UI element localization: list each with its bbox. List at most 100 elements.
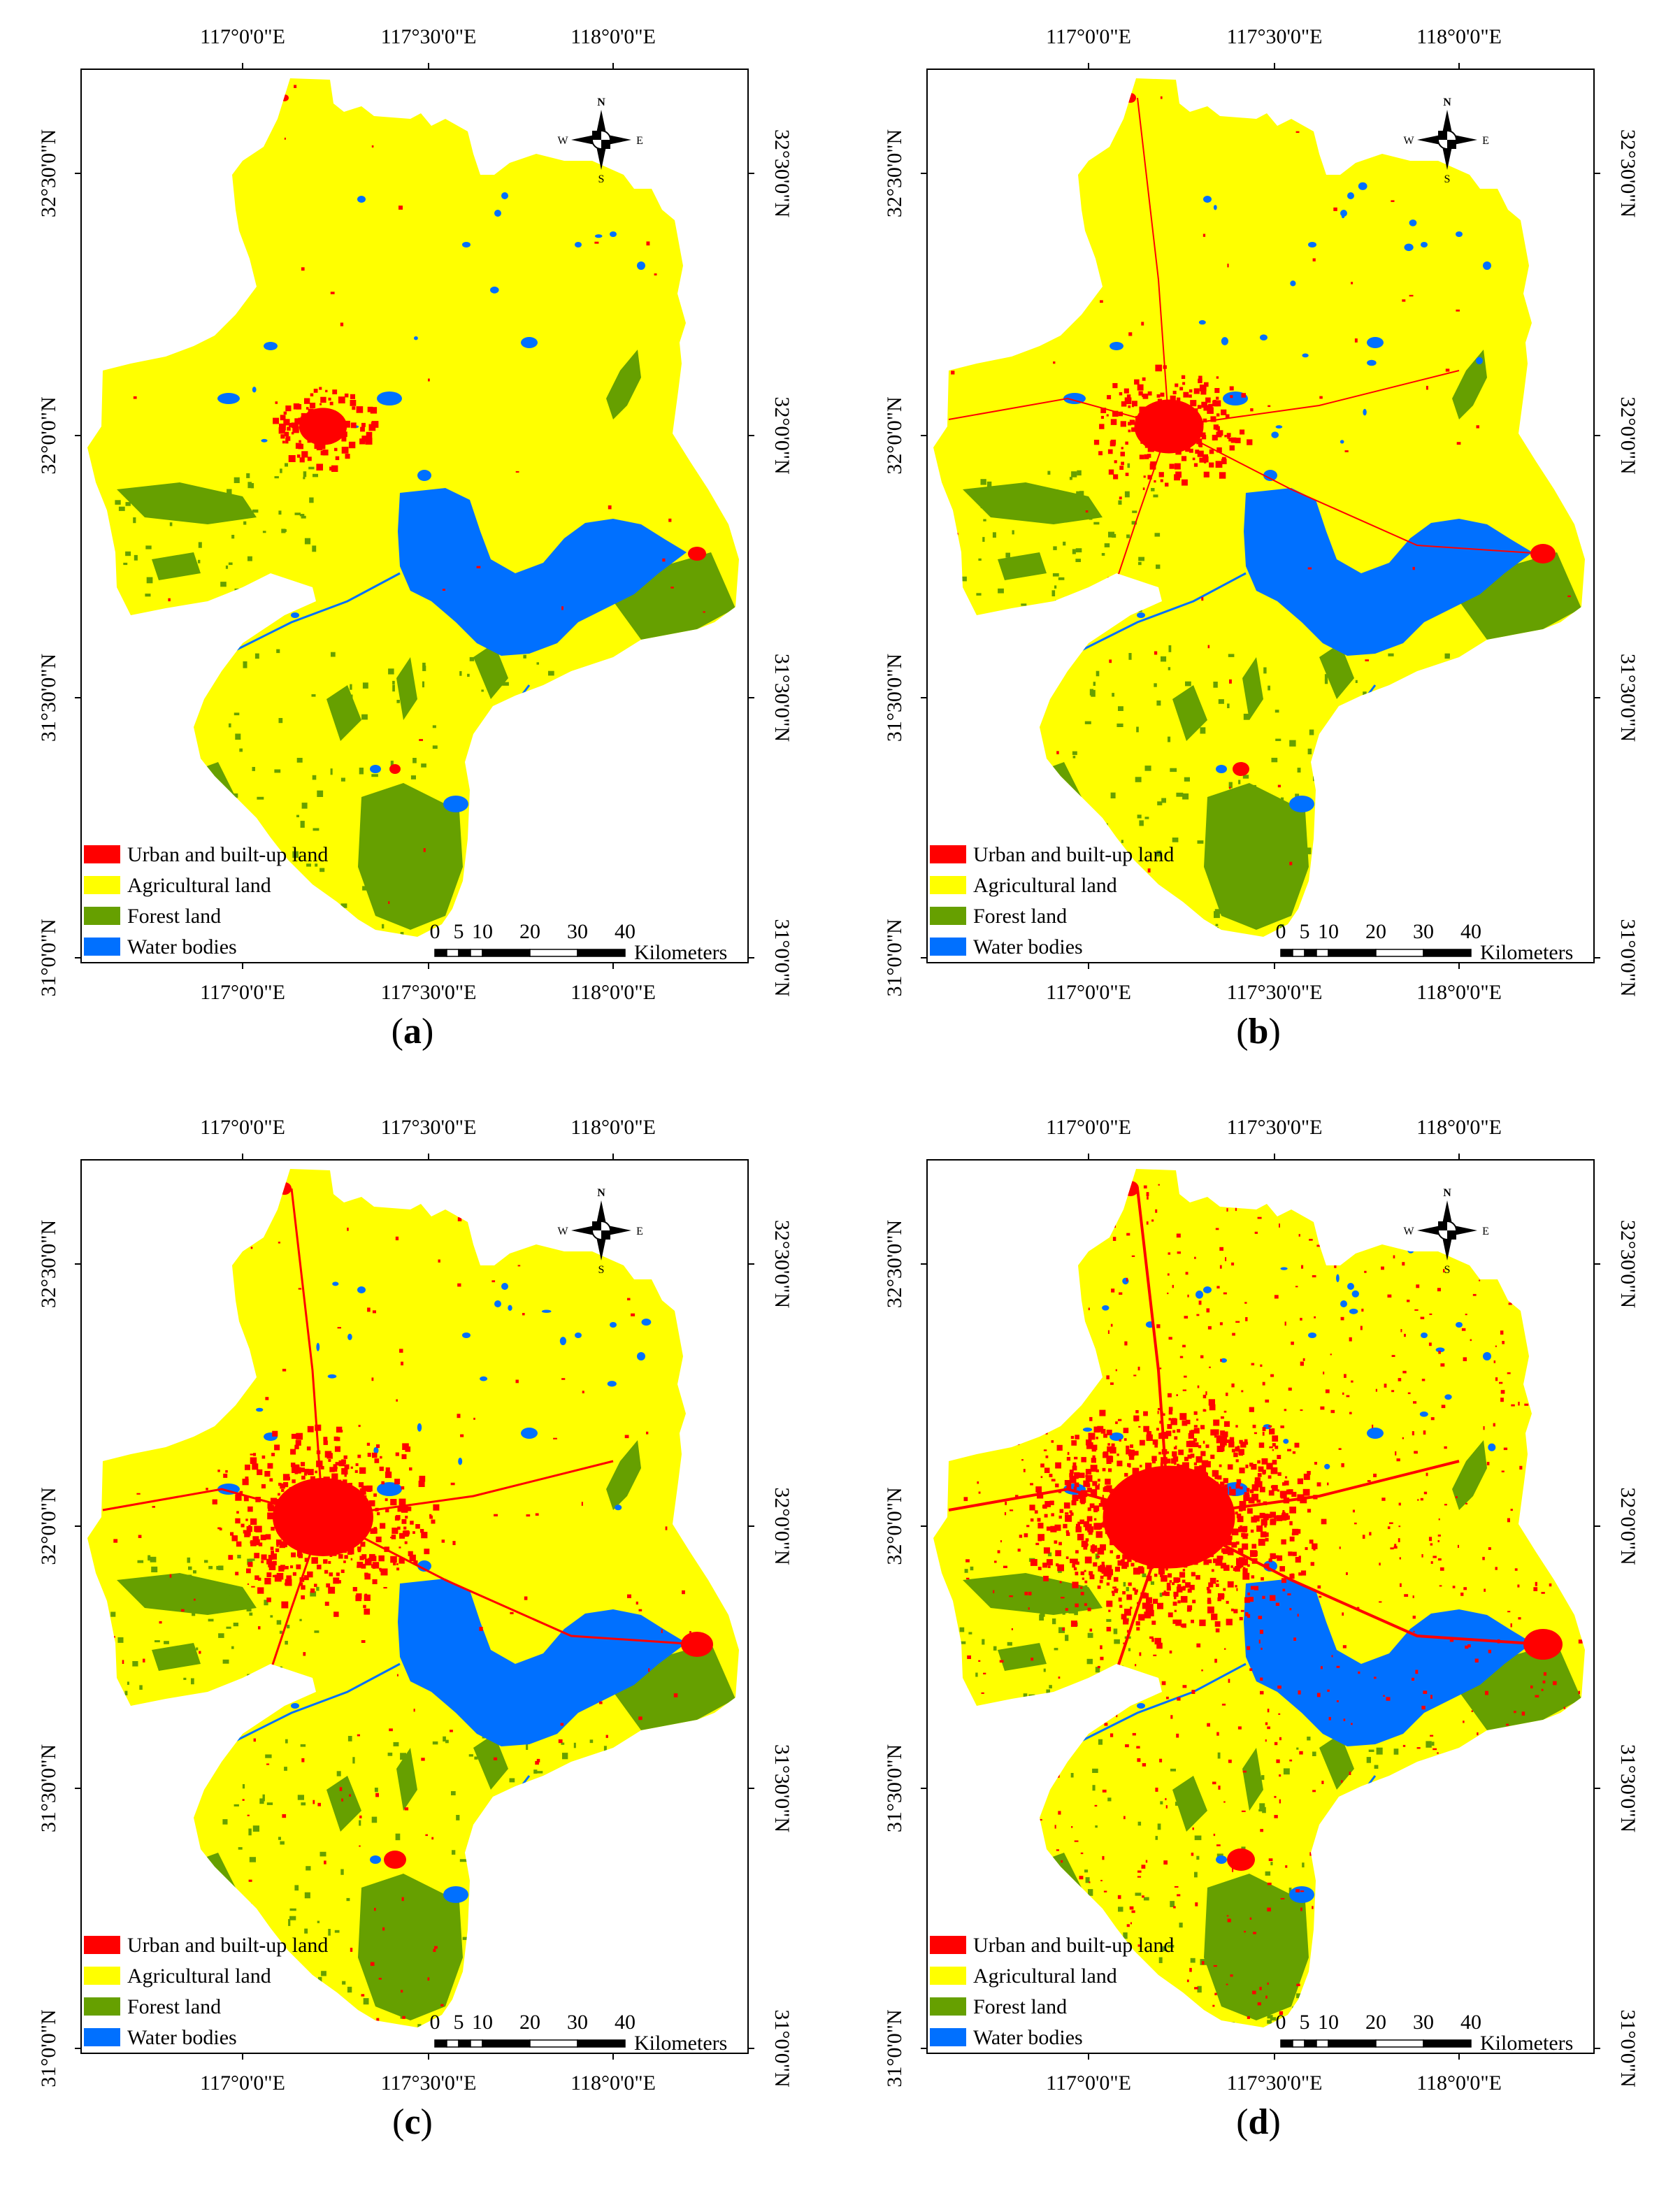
urban-pixel	[473, 1417, 475, 1420]
urban-pixel	[1168, 1337, 1172, 1340]
scale-tick-label: 40	[1460, 920, 1481, 943]
urban-pixel	[1334, 1264, 1337, 1268]
urban-pixel	[1313, 1548, 1316, 1551]
urban-pixel	[1122, 1590, 1126, 1595]
urban-pixel	[1170, 1715, 1173, 1719]
urban-pixel	[1049, 1500, 1054, 1505]
road	[1168, 1460, 1460, 1518]
urban-pixel	[1079, 1472, 1085, 1479]
urban-pixel	[442, 589, 445, 591]
urban-pixel	[1139, 454, 1144, 459]
urban-pixel	[307, 1425, 314, 1432]
urban-pixel	[1070, 1558, 1075, 1563]
forest-patch	[1319, 643, 1354, 699]
urban-pixel	[1158, 1184, 1160, 1186]
urban-pixel	[1307, 1471, 1311, 1475]
urban-pixel	[1237, 1548, 1244, 1554]
urban-pixel	[1372, 1424, 1374, 1428]
urban-pixel	[423, 848, 426, 852]
urban-pixel	[1224, 435, 1227, 438]
urban-pixel	[1123, 1428, 1129, 1433]
scale-tick-label: 5	[1299, 920, 1310, 943]
pond	[637, 1352, 645, 1360]
urban-pixel	[1285, 1865, 1288, 1868]
urban-pixel	[1065, 1514, 1072, 1522]
urban-pixel	[316, 464, 323, 471]
urban-pixel	[395, 1452, 399, 1456]
forest-pixel	[392, 680, 395, 684]
urban-pixel	[560, 1723, 564, 1726]
urban-pixel	[1413, 1630, 1415, 1632]
urban-pixel	[1110, 419, 1117, 425]
pond	[327, 1374, 337, 1379]
urban-pixel	[1026, 1525, 1030, 1528]
urban-pixel	[1168, 1573, 1172, 1578]
compass-e: E	[1482, 1226, 1489, 1237]
urban-pixel	[1236, 1558, 1243, 1565]
urban-pixel	[1269, 1446, 1273, 1449]
urban-pixel	[366, 1442, 371, 1446]
urban-pixel	[1227, 1918, 1231, 1923]
urban-pixel	[1437, 1288, 1441, 1292]
forest-pixel	[422, 681, 424, 688]
urban-pixel	[1213, 1558, 1218, 1563]
urban-pixel	[1056, 1563, 1059, 1567]
urban-pixel	[393, 1563, 396, 1566]
urban-pixel	[1074, 1840, 1079, 1842]
forest-pixel	[1368, 1749, 1374, 1752]
forest-pixel	[274, 476, 279, 479]
longitude-label-bottom: 117°0'0"E	[200, 981, 285, 1004]
urban-pixel	[1120, 452, 1125, 457]
urban-pixel	[1136, 1746, 1140, 1748]
urban-pixel	[1402, 1744, 1406, 1747]
urban-pixel	[1116, 1555, 1121, 1558]
urban-pixel	[1488, 1547, 1491, 1550]
forest-pixel	[1085, 1877, 1090, 1883]
urban-pixel	[1440, 1363, 1445, 1367]
urban-pixel	[1242, 1525, 1248, 1531]
urban-pixel	[1207, 1597, 1212, 1602]
pond	[1221, 337, 1228, 345]
scale-tick-label: 20	[1365, 2011, 1386, 2034]
urban-pixel	[1069, 1510, 1072, 1514]
urban-pixel	[1142, 1544, 1147, 1547]
urban-pixel	[1168, 1252, 1171, 1255]
urban-pixel	[1090, 1545, 1098, 1552]
urban-pixel	[265, 1397, 269, 1400]
urban-pixel	[1212, 2004, 1215, 2007]
urban-pixel	[1123, 388, 1129, 394]
urban-pixel	[194, 1598, 196, 1601]
forest-pixel	[1157, 801, 1163, 805]
pond	[1213, 205, 1217, 210]
urban-pixel	[1302, 1488, 1310, 1496]
forest-pixel	[1018, 1605, 1025, 1611]
urban-pixel	[1250, 1529, 1254, 1533]
forest-pixel	[231, 535, 235, 539]
urban-pixel	[1232, 1867, 1234, 1872]
urban-pixel	[1058, 1811, 1061, 1815]
forest-pixel	[959, 1627, 965, 1632]
urban-pixel	[1045, 1455, 1049, 1458]
urban-pixel	[1309, 1239, 1313, 1241]
urban-pixel	[1391, 1355, 1395, 1357]
urban-pixel	[330, 292, 335, 294]
pond	[291, 612, 299, 618]
urban-pixel	[1319, 396, 1323, 399]
forest-pixel	[346, 1897, 350, 1902]
urban-pixel	[1402, 1370, 1407, 1374]
urban-pixel	[333, 1611, 339, 1617]
urban-pixel	[1193, 1425, 1198, 1428]
urban-pixel	[967, 1655, 971, 1659]
urban-pixel	[1430, 1735, 1434, 1737]
forest-pixel	[1074, 1609, 1078, 1616]
urban-pixel	[1265, 1995, 1268, 1999]
pond	[1289, 1886, 1314, 1903]
urban-pixel	[1163, 1413, 1165, 1416]
land-use-map	[87, 78, 739, 937]
urban-pixel	[1165, 1567, 1168, 1571]
urban-pixel	[1071, 1440, 1077, 1446]
urban-pixel	[1193, 463, 1198, 467]
panel-caption: (b)	[1236, 1012, 1281, 1051]
pond	[217, 393, 240, 404]
forest-pixel	[177, 559, 182, 566]
